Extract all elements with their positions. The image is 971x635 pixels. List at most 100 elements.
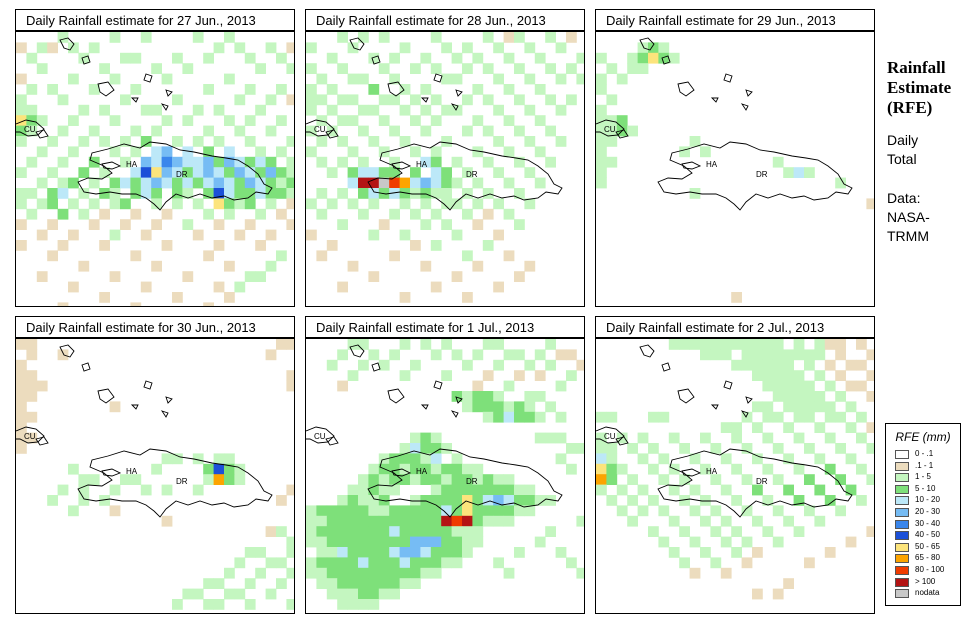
rainfall-cell xyxy=(835,411,846,423)
rainfall-cell xyxy=(172,52,183,64)
rainfall-cell xyxy=(616,463,628,475)
panel-title: Daily Rainfall estimate for 28 Jun., 201… xyxy=(305,9,585,31)
rainfall-cell xyxy=(534,177,546,189)
rainfall-cell xyxy=(347,339,359,350)
coastline xyxy=(306,119,335,137)
rainfall-cell xyxy=(472,484,484,496)
rainfall-cell xyxy=(482,188,494,199)
rainfall-cell xyxy=(26,349,38,361)
rainfall-cell xyxy=(358,177,369,189)
rainfall-cell xyxy=(783,370,794,381)
rainfall-cell xyxy=(316,505,328,517)
rainfall-cell xyxy=(347,547,359,558)
rainfall-cell xyxy=(430,526,442,537)
rainfall-cell xyxy=(804,557,815,569)
rainfall-cell xyxy=(420,505,432,517)
coastline xyxy=(81,362,91,372)
rainfall-cell xyxy=(234,177,246,189)
rainfall-cell xyxy=(389,536,400,548)
rainfall-cell xyxy=(524,401,536,413)
rainfall-cell xyxy=(347,505,359,517)
rainfall-cell xyxy=(161,484,173,496)
rainfall-cell xyxy=(472,515,484,527)
rainfall-cell xyxy=(234,125,246,137)
rainfall-cell xyxy=(244,578,256,589)
rainfall-cell xyxy=(524,505,536,517)
rainfall-cell xyxy=(462,484,473,496)
rainfall-cell xyxy=(700,339,711,350)
rainfall-cell xyxy=(793,380,805,392)
rainfall-cell xyxy=(493,401,504,413)
rainfall-cell xyxy=(700,146,711,158)
rainfall-cell xyxy=(234,588,246,600)
rainfall-cell xyxy=(172,177,183,189)
rainfall-cell xyxy=(337,188,348,199)
map-panel-29-jun: Daily Rainfall estimate for 29 Jun., 201… xyxy=(595,9,875,307)
rainfall-cell xyxy=(326,505,338,517)
rainfall-cell xyxy=(326,167,338,178)
rainfall-cell xyxy=(752,453,763,465)
rainfall-cell xyxy=(192,177,204,189)
rainfall-cell xyxy=(255,567,266,579)
rainfall-cell xyxy=(606,136,618,147)
rainfall-cell xyxy=(326,515,338,527)
legend-swatch xyxy=(895,577,909,587)
rainfall-cell xyxy=(514,370,525,381)
rainfall-cell xyxy=(399,136,411,147)
rainfall-cell xyxy=(493,495,504,506)
rainfall-cell xyxy=(462,250,473,262)
rainfall-cell xyxy=(472,505,484,517)
rainfall-cell xyxy=(358,359,369,371)
rainfall-cell xyxy=(36,63,48,74)
rainfall-cell xyxy=(224,453,235,465)
rainfall-cell xyxy=(182,188,194,199)
rainfall-cell xyxy=(151,463,162,475)
rainfall-cell xyxy=(689,505,701,517)
rainfall-cell xyxy=(783,401,794,413)
rainfall-cell xyxy=(306,536,317,548)
rainfall-cell xyxy=(596,52,607,64)
coastline xyxy=(657,141,853,211)
rainfall-cell xyxy=(399,370,411,381)
rainfall-cell xyxy=(109,505,121,517)
rainfall-cell xyxy=(172,599,183,610)
rainfall-cell xyxy=(368,349,380,361)
rainfall-cell xyxy=(493,42,504,54)
rainfall-cell xyxy=(731,463,742,475)
rainfall-cell xyxy=(326,104,338,116)
rainfall-cell xyxy=(130,250,142,262)
rainfall-cell xyxy=(462,515,473,527)
rainfall-cell xyxy=(234,42,246,54)
panel-title: Daily Rainfall estimate for 2 Jul., 2013 xyxy=(595,316,875,338)
rainfall-cell xyxy=(203,463,214,475)
rainfall-cell xyxy=(26,104,38,116)
rainfall-cell xyxy=(545,63,556,74)
rainfall-cell xyxy=(514,484,525,496)
country-label-dr: DR xyxy=(466,477,478,486)
coastline xyxy=(97,388,115,404)
legend-label: .1 - 1 xyxy=(915,460,934,470)
rainfall-cell xyxy=(462,495,473,506)
legend-swatch xyxy=(895,554,909,564)
rainfall-cell xyxy=(389,588,400,600)
rainfall-cell xyxy=(224,156,235,168)
rainfall-cell xyxy=(420,52,432,64)
map-panel-2-jul: Daily Rainfall estimate for 2 Jul., 2013… xyxy=(595,316,875,614)
rainfall-cell xyxy=(472,260,484,272)
rainfall-cell xyxy=(700,463,711,475)
rainfall-cell xyxy=(78,208,90,220)
rainfall-cell xyxy=(389,177,400,189)
rainfall-cell xyxy=(203,167,214,178)
rainfall-cell xyxy=(368,271,380,282)
rainfall-cell xyxy=(430,515,442,527)
rainfall-cell xyxy=(172,167,183,178)
rainfall-map: CU HA DR xyxy=(15,338,295,614)
country-label-cu: CU xyxy=(24,432,36,441)
rainfall-cell xyxy=(120,177,131,189)
coastline xyxy=(723,73,733,83)
rainfall-cell xyxy=(140,156,152,168)
rainfall-cell xyxy=(668,339,680,350)
rainfall-cell xyxy=(378,63,390,74)
rainfall-cell xyxy=(78,167,90,178)
rainfall-cell xyxy=(482,208,494,220)
